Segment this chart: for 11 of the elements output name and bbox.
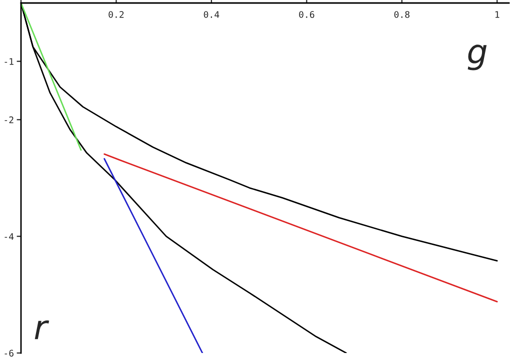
- x-tick-label: 0.8: [394, 11, 410, 18]
- x-tick-label: 0.2: [108, 11, 124, 18]
- y-tick-label: -2: [4, 116, 14, 124]
- x-tick-label: 0.4: [204, 11, 220, 18]
- y-tick-label: -4: [4, 233, 14, 240]
- y-tick-label: -6: [4, 350, 14, 357]
- y-axis-title: r: [34, 320, 50, 340]
- y-tick-label: -1: [4, 58, 14, 65]
- x-tick-label: 1: [495, 11, 500, 18]
- x-axis-title: g: [468, 44, 487, 70]
- x-tick-label: 0.6: [299, 11, 314, 18]
